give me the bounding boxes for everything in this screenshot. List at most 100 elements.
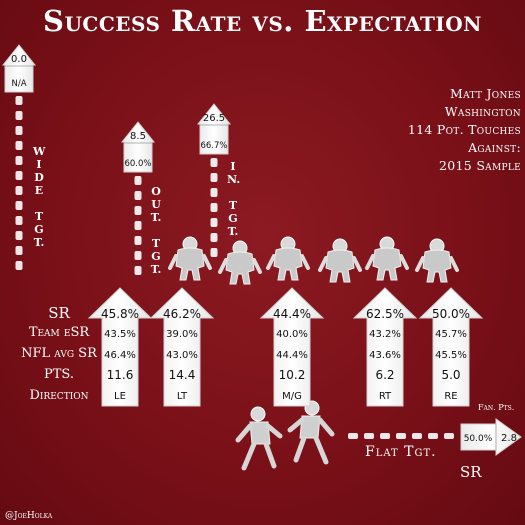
route-label-char: T. bbox=[227, 225, 239, 238]
route-label-char: I bbox=[230, 160, 236, 173]
route-label-char bbox=[150, 224, 162, 237]
route-arrow-head bbox=[120, 121, 156, 173]
route-dash bbox=[364, 433, 374, 439]
route-dash bbox=[134, 266, 142, 275]
nfl-avg-sr-value: 44.4% bbox=[276, 350, 308, 361]
sr-value: 46.2% bbox=[163, 307, 201, 321]
route-pts-value: 26.5 bbox=[203, 113, 225, 124]
chart-title: Success Rate vs. Expectation bbox=[43, 4, 482, 38]
team-esr-value: 39.0% bbox=[166, 329, 198, 340]
route-arrow-head bbox=[1, 44, 37, 93]
pts-value: 10.2 bbox=[279, 368, 306, 382]
route-label-char: T bbox=[34, 210, 44, 223]
route-dash bbox=[134, 251, 142, 260]
sr-value: 50.0% bbox=[432, 307, 470, 321]
route-arrow-in: 26.5 66.7% bbox=[196, 103, 232, 257]
route-dash bbox=[412, 433, 422, 439]
fan-pts-label: Fan. Pts. bbox=[478, 403, 515, 412]
route-label-in: I N. T G T. bbox=[227, 160, 241, 238]
pts-value: 14.4 bbox=[169, 368, 196, 382]
team-esr-value: 40.0% bbox=[276, 329, 308, 340]
route-label-char: E bbox=[34, 184, 44, 197]
route-sr-value: N/A bbox=[11, 79, 26, 89]
nfl-avg-sr-value: 43.6% bbox=[369, 350, 401, 361]
route-label-char: G bbox=[34, 223, 44, 236]
direction-value: LE bbox=[114, 391, 126, 402]
route-dash bbox=[134, 236, 142, 245]
route-dash bbox=[15, 111, 23, 120]
run-arrow-shape bbox=[418, 287, 484, 407]
run-arrow-le: 45.8% 43.5% 46.4% 11.6 LE bbox=[87, 287, 153, 407]
route-arrow-head bbox=[196, 103, 232, 155]
route-dash bbox=[210, 173, 218, 182]
route-label-char: W bbox=[33, 145, 46, 158]
route-dash bbox=[15, 126, 23, 135]
author-handle: @JoeHolka bbox=[5, 511, 53, 521]
route-arrow-out: 8.5 60.0% bbox=[120, 121, 156, 275]
direction-value: RT bbox=[379, 391, 392, 402]
run-arrow-shape bbox=[87, 287, 153, 407]
lineman-figure bbox=[415, 238, 459, 283]
team-name: Washington bbox=[444, 104, 521, 119]
route-dash bbox=[15, 156, 23, 165]
route-dash bbox=[134, 221, 142, 230]
row-label-team-esr: Team eSR bbox=[28, 325, 90, 340]
route-dash bbox=[15, 186, 23, 195]
route-label-char: G bbox=[151, 250, 161, 263]
row-label-direction: Direction bbox=[29, 388, 89, 403]
lineman-figure bbox=[168, 236, 212, 281]
lineman-figure bbox=[218, 240, 262, 285]
player-name: Matt Jones bbox=[450, 86, 521, 101]
lineman-figure bbox=[266, 236, 310, 281]
run-direction-arrows: 45.8% 43.5% 46.4% 11.6 LE 46.2% 39.0% 43.0% 14.4… bbox=[87, 287, 484, 407]
sr-value: 45.8% bbox=[101, 307, 139, 321]
route-label-char bbox=[227, 186, 239, 199]
backfield-figure bbox=[235, 406, 283, 471]
route-dash bbox=[210, 248, 218, 257]
route-dash bbox=[134, 176, 142, 185]
route-dash bbox=[210, 218, 218, 227]
sample-label: 2015 Sample bbox=[439, 158, 521, 173]
against-label: Against: bbox=[468, 140, 521, 155]
route-label-out: O U T. T G T. bbox=[150, 185, 162, 276]
route-dash bbox=[134, 206, 142, 215]
pts-value: 11.6 bbox=[107, 368, 134, 382]
backfield-figure bbox=[287, 400, 335, 465]
route-label-char: T. bbox=[33, 236, 45, 249]
route-dash bbox=[15, 246, 23, 255]
row-label-sr: SR bbox=[48, 304, 70, 322]
route-dash bbox=[15, 171, 23, 180]
route-label-char: T. bbox=[150, 211, 162, 224]
route-label-char bbox=[33, 197, 45, 210]
route-arrow-flat: 50.0% 2.8 bbox=[348, 418, 522, 456]
pts-value: 6.2 bbox=[375, 368, 394, 382]
route-label-char: N. bbox=[227, 173, 241, 186]
route-label-char: T bbox=[151, 237, 161, 250]
direction-value: RE bbox=[444, 391, 457, 402]
route-dash bbox=[134, 191, 142, 200]
route-label-char: I bbox=[36, 158, 42, 171]
route-label-char: O bbox=[151, 185, 161, 198]
route-sr-value: 66.7% bbox=[200, 141, 227, 151]
route-dash bbox=[210, 203, 218, 212]
run-arrow-shape bbox=[352, 287, 418, 407]
route-sr-value: 50.0% bbox=[464, 434, 493, 444]
route-dash bbox=[15, 141, 23, 150]
run-arrow-re: 50.0% 45.7% 45.5% 5.0 RE bbox=[418, 287, 484, 407]
route-label-char: G bbox=[228, 212, 238, 225]
route-dash bbox=[396, 433, 406, 439]
sr-value: 44.4% bbox=[273, 307, 311, 321]
route-sr-value: 60.0% bbox=[124, 159, 151, 169]
row-label-nfl-avg: NFL avg SR bbox=[21, 346, 97, 361]
flat-target-label: Flat Tgt. bbox=[365, 444, 437, 460]
flat-sr-label: SR bbox=[460, 463, 482, 481]
run-arrow-mg: 44.4% 40.0% 44.4% 10.2 M/G bbox=[259, 287, 325, 407]
route-dash bbox=[348, 433, 358, 439]
lineman-figure bbox=[318, 238, 362, 283]
run-arrow-shape bbox=[149, 287, 215, 407]
route-dash bbox=[380, 433, 390, 439]
route-arrow-wide: 0.0 N/A bbox=[1, 44, 37, 270]
nfl-avg-sr-value: 43.0% bbox=[166, 350, 198, 361]
route-dash bbox=[210, 158, 218, 167]
route-pts-value: 8.5 bbox=[130, 131, 146, 142]
